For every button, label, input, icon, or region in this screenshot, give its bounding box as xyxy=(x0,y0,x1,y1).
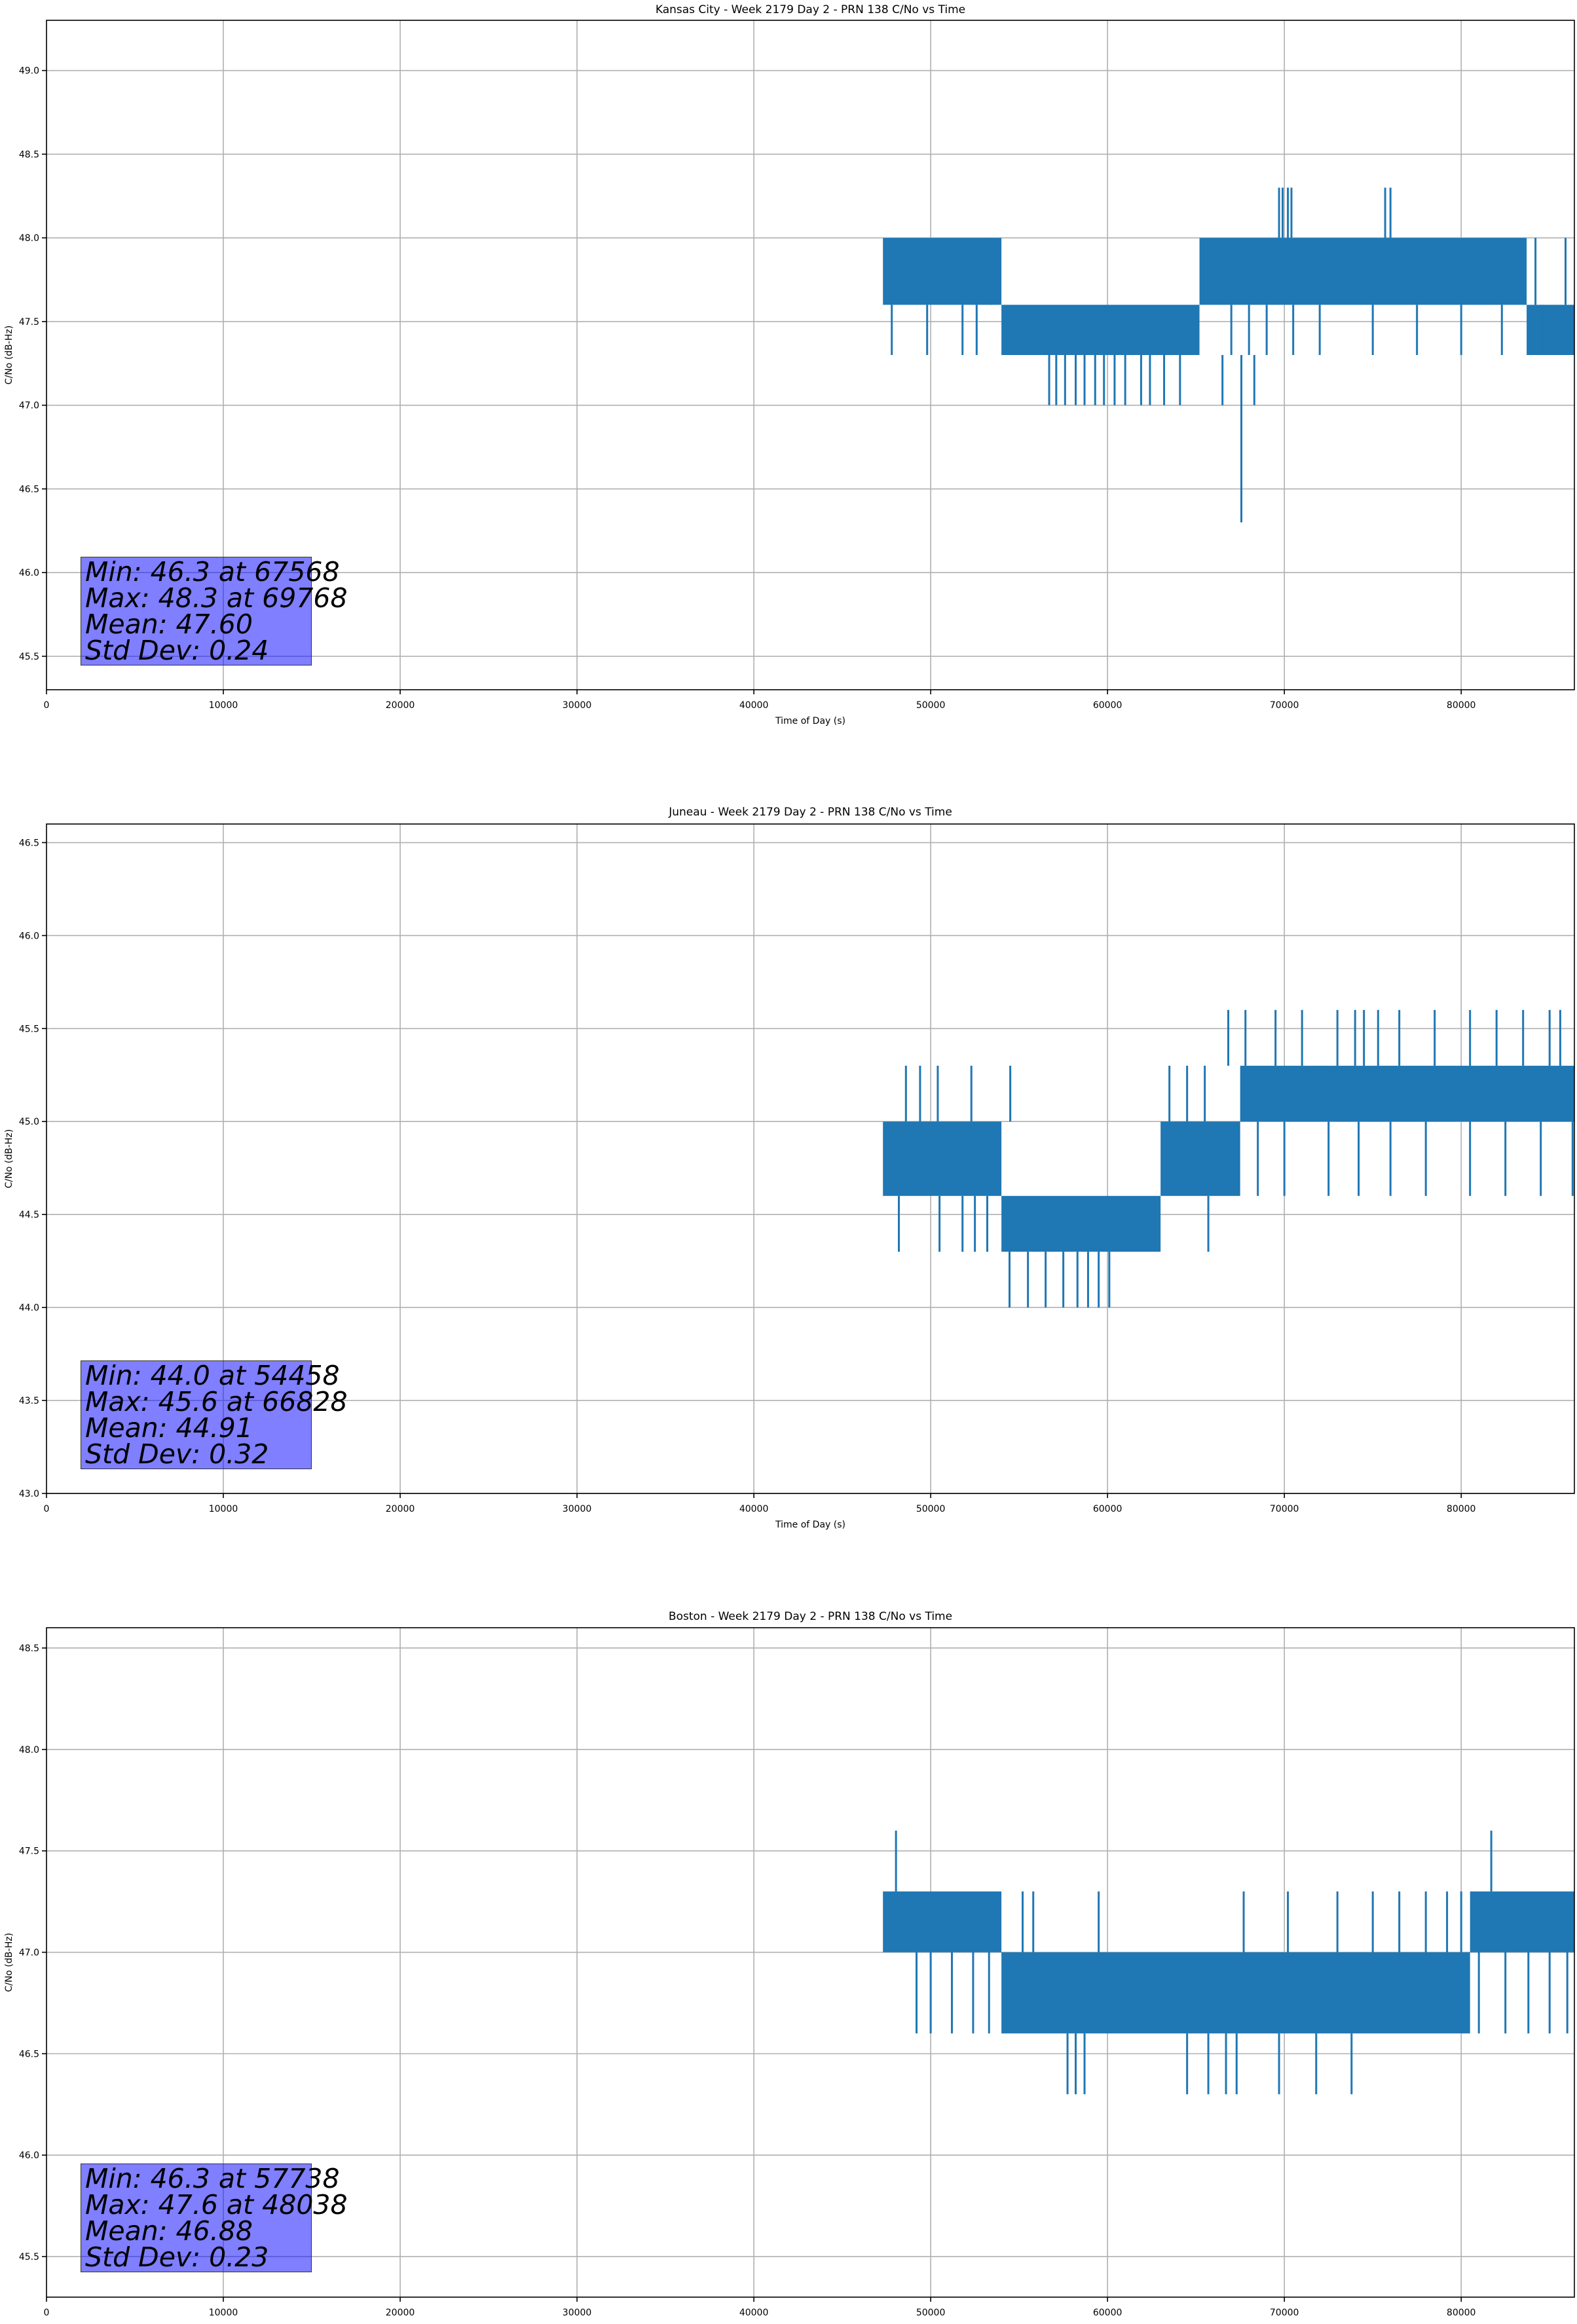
y-tick-label: 45.5 xyxy=(19,1024,39,1034)
y-axis-label: C/No (dB-Hz) xyxy=(4,1129,14,1188)
x-tick-label: 20000 xyxy=(386,2308,415,2318)
x-tick-label: 70000 xyxy=(1270,700,1299,711)
y-tick-label: 46.5 xyxy=(19,838,39,848)
x-tick-label: 0 xyxy=(44,1504,50,1514)
y-tick-label: 47.5 xyxy=(19,1846,39,1857)
y-tick-label: 44.5 xyxy=(19,1210,39,1220)
y-tick-label: 45.5 xyxy=(19,2252,39,2262)
chart-svg: 0 10000 20000 30000 40000 50000 60000 70000 8000… xyxy=(4,1610,1575,2324)
stats-line: Mean: 46.88 xyxy=(85,2215,253,2247)
data-band xyxy=(1160,1121,1240,1196)
y-tick-label: 48.0 xyxy=(19,233,39,244)
x-tick-label: 80000 xyxy=(1447,2308,1476,2318)
stats-line: Std Dev: 0.32 xyxy=(85,1438,269,1470)
y-tick-label: 47.0 xyxy=(19,401,39,411)
data-band xyxy=(883,1891,1002,1953)
axes-frame xyxy=(46,823,1575,1494)
x-tick-label: 20000 xyxy=(386,700,415,711)
y-axis-label: C/No (dB-Hz) xyxy=(4,1933,14,1992)
data-band xyxy=(1199,238,1527,305)
y-tick-label: 45.0 xyxy=(19,1117,39,1127)
stats-line: Min: 46.3 at 57738 xyxy=(85,2163,340,2194)
series-cno xyxy=(883,1009,1574,1308)
stats-line: Mean: 47.60 xyxy=(85,609,253,640)
chart-svg: 0 10000 20000 30000 40000 50000 60000 70000 8000… xyxy=(4,3,1575,726)
x-tick-label: 10000 xyxy=(209,700,238,711)
data-band xyxy=(883,1121,1002,1196)
data-band xyxy=(1240,1066,1574,1122)
y-tick-label: 43.5 xyxy=(19,1396,39,1406)
y-tick-label: 48.5 xyxy=(19,1643,39,1654)
y-tick-label: 45.5 xyxy=(19,652,39,662)
x-tick-label: 80000 xyxy=(1447,700,1476,711)
x-tick-label: 40000 xyxy=(739,1504,769,1514)
stats-line: Min: 46.3 at 67568 xyxy=(85,556,340,588)
x-tick-label: 30000 xyxy=(563,2308,592,2318)
data-band xyxy=(1001,1195,1161,1252)
x-tick-label: 40000 xyxy=(739,2308,769,2318)
y-tick-label: 48.5 xyxy=(19,149,39,160)
y-tick-label: 49.0 xyxy=(19,66,39,77)
data-band xyxy=(1527,305,1574,355)
axes-frame xyxy=(46,1627,1575,2298)
y-tick-label: 46.0 xyxy=(19,931,39,941)
y-tick-label: 47.0 xyxy=(19,1948,39,1959)
x-tick-label: 50000 xyxy=(916,1504,946,1514)
x-axis-label: Time of Day (s) xyxy=(775,716,845,726)
series-cno xyxy=(883,187,1574,523)
data-band xyxy=(1001,305,1200,355)
series-cno xyxy=(883,1830,1574,2095)
y-tick-label: 47.5 xyxy=(19,317,39,328)
chart-panel-boston: 0 10000 20000 30000 40000 50000 60000 70000 8000… xyxy=(0,1549,1577,2324)
chart-panel-kansas-city: 0 10000 20000 30000 40000 50000 60000 70000 8000… xyxy=(0,0,1577,773)
y-tick-label: 48.0 xyxy=(19,1745,39,1755)
stats-box: Min: 46.3 at 57738 Max: 47.6 at 48038 Mean… xyxy=(81,2163,348,2273)
data-band xyxy=(1470,1891,1574,1953)
stats-box: Min: 46.3 at 67568 Max: 48.3 at 69768 Mean… xyxy=(81,556,348,666)
axes-frame xyxy=(46,20,1575,690)
data-band xyxy=(883,238,1002,305)
x-tick-label: 10000 xyxy=(209,2308,238,2318)
x-tick-label: 50000 xyxy=(916,2308,946,2318)
x-tick-label: 70000 xyxy=(1270,2308,1299,2318)
stats-box: Min: 44.0 at 54458 Max: 45.6 at 66828 Mean… xyxy=(81,1360,348,1470)
stats-line: Std Dev: 0.23 xyxy=(85,2241,269,2273)
x-tick-label: 80000 xyxy=(1447,1504,1476,1514)
chart-title: Boston - Week 2179 Day 2 - PRN 138 C/No … xyxy=(669,1610,952,1623)
stats-line: Std Dev: 0.24 xyxy=(85,635,269,666)
x-tick-label: 60000 xyxy=(1093,1504,1122,1514)
y-tick-label: 46.5 xyxy=(19,484,39,495)
y-tick-label: 46.0 xyxy=(19,2150,39,2161)
stats-line: Max: 47.6 at 48038 xyxy=(85,2189,348,2221)
y-axis-label: C/No (dB-Hz) xyxy=(4,326,14,384)
y-tick-label: 46.5 xyxy=(19,2049,39,2059)
x-tick-label: 20000 xyxy=(386,1504,415,1514)
x-tick-label: 10000 xyxy=(209,1504,238,1514)
x-tick-label: 0 xyxy=(44,2308,50,2318)
stats-line: Mean: 44.91 xyxy=(85,1412,253,1444)
chart-title: Kansas City - Week 2179 Day 2 - PRN 138 … xyxy=(656,3,965,16)
stats-line: Min: 44.0 at 54458 xyxy=(85,1360,340,1391)
x-tick-label: 70000 xyxy=(1270,1504,1299,1514)
x-tick-label: 0 xyxy=(44,700,50,711)
data-band xyxy=(1001,1952,1470,2034)
x-tick-label: 60000 xyxy=(1093,2308,1122,2318)
x-tick-label: 30000 xyxy=(563,1504,592,1514)
chart-title: Juneau - Week 2179 Day 2 - PRN 138 C/No … xyxy=(668,806,952,819)
x-axis-label: Time of Day (s) xyxy=(775,1520,845,1530)
y-tick-label: 43.0 xyxy=(19,1489,39,1499)
x-tick-label: 30000 xyxy=(563,700,592,711)
y-tick-label: 46.0 xyxy=(19,568,39,578)
x-tick-label: 60000 xyxy=(1093,700,1122,711)
y-tick-label: 44.0 xyxy=(19,1303,39,1313)
x-tick-label: 50000 xyxy=(916,700,946,711)
x-tick-label: 40000 xyxy=(739,700,769,711)
stats-line: Max: 45.6 at 66828 xyxy=(85,1386,348,1417)
stats-line: Max: 48.3 at 69768 xyxy=(85,582,348,614)
